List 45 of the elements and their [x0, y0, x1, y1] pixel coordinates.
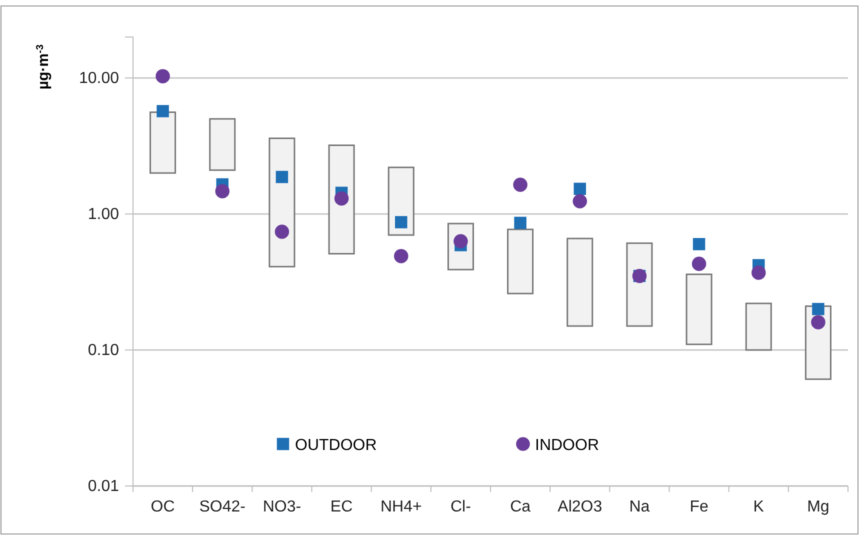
y-tick-label: 0.01 [88, 478, 120, 496]
bar [388, 166, 414, 236]
bar [328, 144, 355, 254]
x-tick-label: NO3- [262, 498, 302, 516]
x-tick-label: NH4+ [380, 498, 422, 516]
point [692, 256, 706, 271]
bar [268, 138, 296, 268]
point [574, 182, 586, 195]
point [811, 315, 826, 330]
bar [566, 238, 594, 327]
bar [150, 111, 176, 174]
x-tick-label: Ca [510, 498, 531, 516]
point [394, 248, 408, 264]
x-tick-label: Fe [690, 498, 708, 516]
bar [209, 118, 236, 171]
bar [507, 228, 534, 294]
point [215, 184, 230, 198]
point [513, 178, 528, 192]
x-tick-label: OC [150, 498, 175, 516]
x-tick-label: EC [330, 498, 353, 516]
y-tick-label: 1.00 [88, 206, 120, 224]
bar [686, 274, 712, 346]
y-tick-label: 0.10 [88, 342, 120, 360]
y-tick-label: 10.00 [78, 70, 120, 88]
x-tick-label: SO42- [199, 498, 246, 516]
point [514, 216, 526, 229]
x-tick-label: Na [629, 498, 650, 516]
point [692, 238, 706, 250]
point [276, 170, 288, 184]
legend-label: OUTDOOR [295, 437, 377, 454]
point [395, 216, 408, 228]
x-tick-label: Al2O3 [558, 498, 602, 516]
point [751, 266, 766, 280]
legend-label: INDOOR [535, 437, 599, 454]
point [812, 302, 824, 316]
point [274, 224, 290, 239]
point [334, 191, 349, 206]
bar [745, 302, 772, 351]
x-tick-label: K [753, 498, 764, 516]
x-tick-label: Mg [807, 498, 830, 516]
point [156, 69, 170, 84]
point [572, 194, 588, 208]
bar [626, 242, 653, 327]
x-tick-label: Cl- [450, 498, 471, 516]
point [156, 105, 169, 118]
